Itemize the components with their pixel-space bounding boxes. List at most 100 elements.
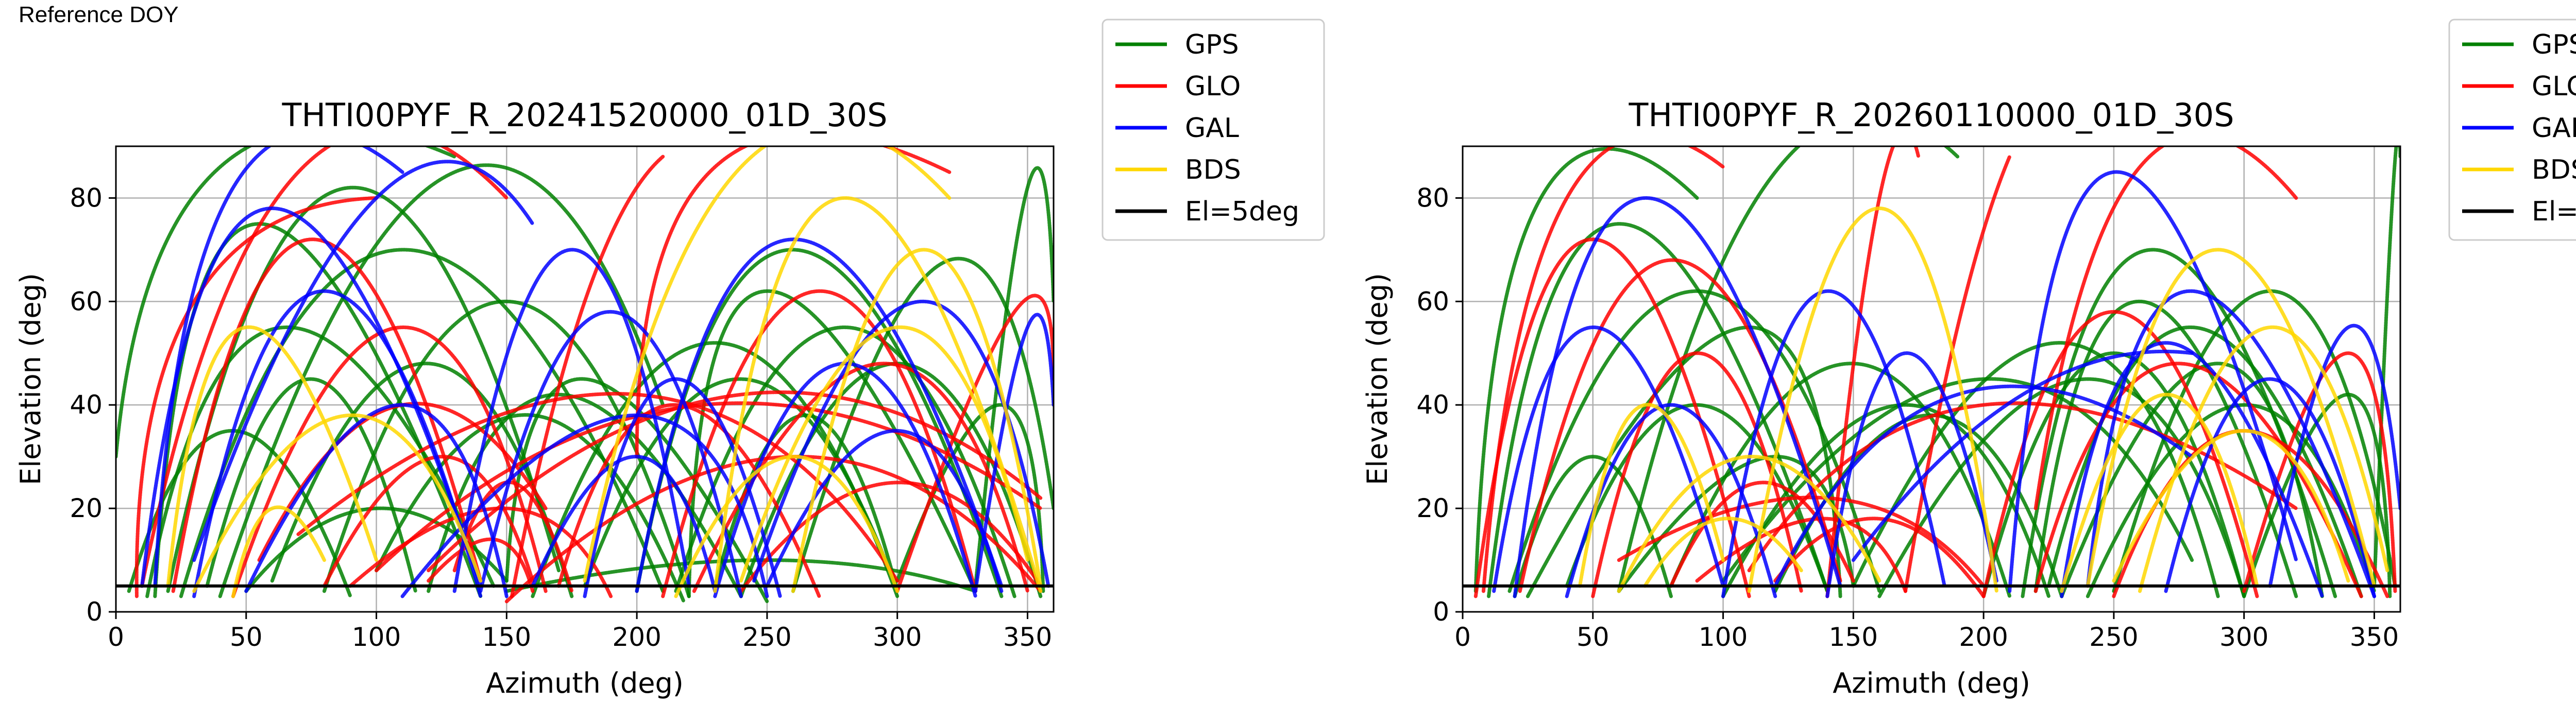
legend-label-gal: GAL	[1185, 113, 1239, 144]
plot-frame	[1462, 145, 2401, 613]
gal-satellite-track	[153, 146, 404, 588]
chart-panel-left: 0 50 100 150 200 250 300 350 0 20 40 60 80 THTI00PY…	[14, 19, 1325, 699]
legend-label-glo: GLO	[1185, 71, 1241, 102]
legend: GPS GLO GAL BDS El=5deg	[1101, 19, 1325, 241]
x-axis-label: Azimuth (deg)	[1833, 667, 2030, 699]
x-tick-label: 300	[873, 622, 922, 652]
x-tick-label: 0	[1454, 622, 1471, 652]
gps-satellite-track	[674, 325, 1016, 598]
gal-satellite-track	[1513, 196, 1842, 598]
glo-satellite-track	[322, 455, 535, 588]
glo-satellite-track	[739, 481, 1043, 593]
gps-satellite-track	[218, 163, 665, 598]
legend-box	[2448, 19, 2576, 241]
glo-satellite-track	[231, 325, 548, 598]
glo-satellite-track	[1481, 146, 1725, 593]
glo-satellite-track	[2033, 146, 2298, 510]
gps-satellite-track	[179, 248, 665, 598]
chart-title: THTI00PYF_R_20241520000_01D_30S	[282, 96, 888, 134]
gal-satellite-track	[192, 160, 535, 562]
chart-panel-right: 0 50 100 150 200 250 300 350 0 20 40 60 80 THTI00PY…	[1347, 0, 2576, 720]
gal-satellite-track	[765, 429, 1004, 593]
gal-satellite-track	[1721, 289, 1946, 598]
glo-satellite-track	[134, 196, 379, 598]
y-tick-label: 40	[70, 390, 103, 420]
glo-satellite-track	[140, 146, 509, 588]
gal-satellite-track	[635, 237, 1004, 593]
x-tick-label: 150	[1829, 622, 1878, 652]
gal-satellite-track	[752, 299, 1050, 588]
legend-label-gps: GPS	[1185, 29, 1239, 60]
bds-satellite-track	[739, 325, 1029, 583]
bds-satellite-track	[1747, 207, 1998, 593]
bds-satellite-track	[1578, 403, 1725, 588]
gps-satellite-track	[2033, 299, 2298, 598]
gps-satellite-track	[973, 166, 1054, 588]
gps-satellite-track	[1877, 377, 2246, 598]
bds-satellite-track	[2112, 428, 2350, 583]
legend-box	[1101, 19, 1325, 241]
y-tick-label: 60	[70, 286, 103, 316]
bds-satellite-track	[674, 455, 900, 598]
x-tick-label: 0	[108, 622, 124, 652]
chart-left: 0 50 100 150 200 250 300 350 0 20 40 60 80 THTI00PY…	[14, 19, 1325, 699]
glo-satellite-track	[1825, 146, 1921, 598]
gps-satellite-track	[1487, 222, 1829, 598]
glo-satellite-track	[895, 294, 1054, 593]
y-tick-group: 0 20 40 60 80	[1416, 183, 1463, 627]
gps-satellite-track	[583, 377, 900, 593]
gal-satellite-track	[2060, 341, 2324, 598]
x-tick-label: 50	[230, 622, 263, 652]
x-tick-label: 150	[482, 622, 531, 652]
legend-label-el5: El=5deg	[1185, 196, 1299, 227]
gps-satellite-track	[2086, 403, 2376, 598]
bds-satellite-track	[192, 413, 483, 593]
gal-satellite-track	[2086, 289, 2376, 598]
gps-satellite-track	[205, 377, 417, 593]
glo-satellite-track	[556, 403, 821, 598]
gps-satellite-track	[270, 362, 574, 598]
bds-satellite-track	[791, 248, 1043, 593]
x-tick-label: 50	[1577, 622, 1609, 652]
x-tick-label: 350	[2350, 622, 2399, 652]
gal-satellite-track	[1825, 351, 1998, 598]
gps-satellite-track	[2047, 325, 2363, 598]
y-tick-label: 80	[1416, 183, 1449, 213]
y-axis-label: Elevation (deg)	[1361, 273, 1394, 485]
gps-satellite-track	[2372, 146, 2400, 588]
bds-satellite-track	[2138, 325, 2389, 593]
x-tick-label: 250	[2089, 622, 2138, 652]
legend-label-gal: GAL	[2532, 113, 2576, 144]
gps-satellite-track	[1473, 147, 1699, 593]
chart-right: 0 50 100 150 200 250 300 350 0 20 40 60 80 THTI00PY…	[1361, 19, 2576, 699]
figure-label: Reference DOY	[19, 2, 179, 27]
gal-satellite-track	[244, 403, 509, 598]
bds-satellite-track	[1617, 455, 1882, 593]
bds-satellite-track	[231, 505, 326, 598]
x-axis-label: Azimuth (deg)	[486, 667, 684, 699]
glo-satellite-track	[661, 289, 977, 598]
gal-satellite-track	[2164, 377, 2376, 598]
x-tick-group: 0 50 100 150 200 250 300 350	[108, 612, 1052, 652]
bds-satellite-track	[1643, 517, 1803, 588]
chart-title: THTI00PYF_R_20260110000_01D_30S	[1629, 96, 2234, 134]
glo-satellite-track	[635, 146, 952, 459]
gal-satellite-track	[1492, 325, 1725, 593]
x-tick-label: 300	[2219, 622, 2268, 652]
y-tick-label: 20	[70, 493, 103, 523]
chart-series-layer	[116, 146, 1054, 604]
gps-satellite-track	[504, 377, 769, 604]
legend-label-glo: GLO	[2532, 71, 2576, 102]
gps-satellite-track	[1617, 146, 1960, 593]
y-tick-label: 40	[1416, 390, 1449, 420]
y-tick-label: 80	[70, 183, 103, 213]
glo-satellite-track	[1903, 155, 2012, 593]
y-tick-group: 0 20 40 60 80	[70, 183, 116, 627]
bds-satellite-track	[2086, 248, 2376, 588]
legend-label-gps: GPS	[2532, 29, 2576, 60]
plot-frame	[115, 145, 1055, 613]
y-axis-label: Elevation (deg)	[14, 273, 47, 485]
legend-label-bds: BDS	[2532, 155, 2576, 185]
glo-satellite-track	[1473, 237, 1751, 598]
gal-satellite-track	[192, 289, 483, 598]
